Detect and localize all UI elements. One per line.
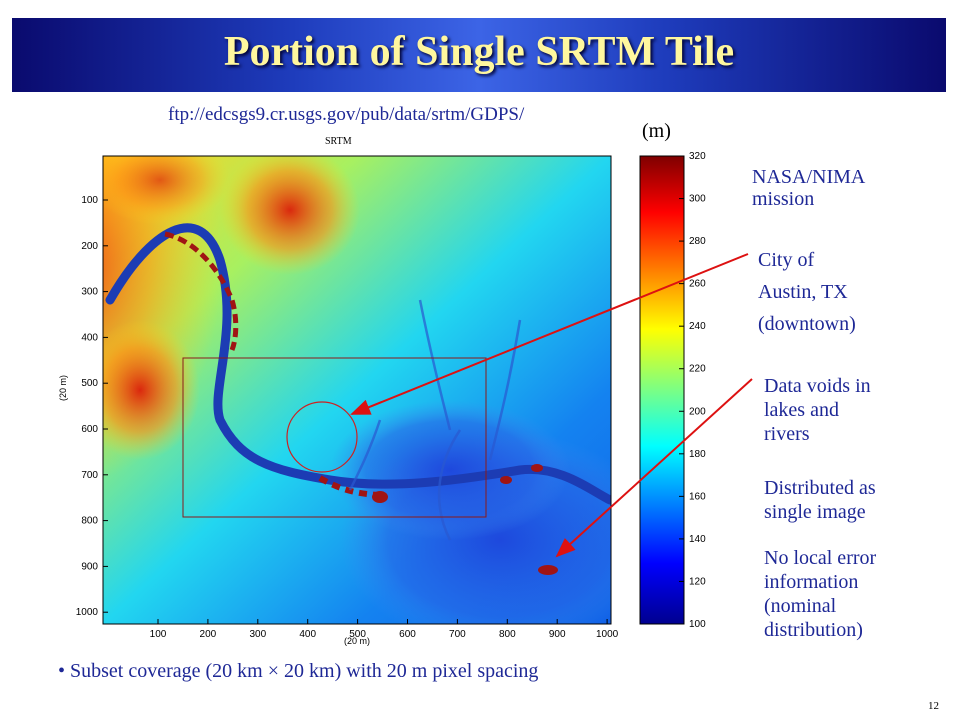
voids-line-1: Data voids in (764, 375, 871, 397)
bullet-text: Subset coverage (20 km × 20 km) with 20 … (70, 660, 539, 682)
error-line-1: No local error (764, 547, 877, 569)
x-tick-label: 800 (499, 629, 516, 640)
city-circle (286, 401, 358, 473)
slide-title: Portion of Single SRTM Tile (223, 29, 735, 75)
voids-annotation: Data voids in lakes and rivers (764, 374, 871, 446)
y-axis: 100 200 300 400 500 600 700 800 900 1000 (76, 195, 108, 618)
x-tick-label: 400 (299, 629, 316, 640)
x-tick-label: 1000 (596, 629, 619, 640)
error-annotation: No local error information (nominal dist… (764, 546, 876, 642)
mission-line-2: mission (752, 188, 815, 210)
city-line-2: Austin, TX (758, 281, 848, 303)
colorbar-tick-label: 140 (689, 534, 706, 545)
y-tick-label: 300 (81, 287, 98, 298)
voids-line-3: rivers (764, 423, 810, 445)
colorbar-unit: (m) (642, 120, 671, 142)
bullet-point: • Subset coverage (20 km × 20 km) with 2… (58, 660, 539, 682)
city-annotation: City of Austin, TX (downtown) (758, 244, 856, 340)
map-title: SRTM (325, 136, 352, 147)
colorbar-tick-label: 280 (689, 236, 706, 247)
x-tick-label: 700 (449, 629, 466, 640)
colorbar-tick-label: 320 (689, 151, 706, 162)
colorbar-tick-label: 300 (689, 194, 706, 205)
x-tick-label: 300 (249, 629, 266, 640)
subset-box (182, 357, 487, 518)
colorbar-tick-label: 260 (689, 279, 706, 290)
city-line-3: (downtown) (758, 313, 856, 335)
colorbar-tick-label: 200 (689, 406, 706, 417)
colorbar-tick-label: 220 (689, 364, 706, 375)
source-url: ftp://edcsgs9.cr.usgs.gov/pub/data/srtm/… (168, 104, 525, 125)
colorbar-tick-label: 120 (689, 576, 706, 587)
error-line-2: information (764, 571, 859, 593)
colorbar-tick-label: 100 (689, 619, 706, 630)
elevation-map (103, 156, 611, 624)
y-tick-label: 600 (81, 424, 98, 435)
x-axis-label: (20 m) (344, 636, 370, 646)
distributed-line-1: Distributed as (764, 477, 876, 499)
x-tick-label: 100 (150, 629, 167, 640)
y-tick-label: 400 (81, 332, 98, 343)
colorbar-tick-label: 160 (689, 491, 706, 502)
title-banner: Portion of Single SRTM Tile (12, 18, 946, 92)
distributed-line-2: single image (764, 501, 866, 523)
city-arrow (350, 253, 749, 415)
y-tick-label: 700 (81, 470, 98, 481)
x-tick-label: 900 (549, 629, 566, 640)
y-tick-label: 100 (81, 195, 98, 206)
y-tick-label: 1000 (76, 607, 99, 618)
y-tick-label: 800 (81, 516, 98, 527)
river-path (105, 223, 611, 505)
y-tick-label: 900 (81, 561, 98, 572)
colorbar-tick-label: 240 (689, 321, 706, 332)
x-tick-label: 600 (399, 629, 416, 640)
voids-line-2: lakes and (764, 399, 839, 421)
x-tick-label: 200 (200, 629, 217, 640)
y-tick-label: 500 (81, 378, 98, 389)
y-tick-label: 200 (81, 241, 98, 252)
distributed-annotation: Distributed as single image (764, 476, 876, 524)
voids-arrow (555, 378, 753, 558)
mission-annotation: NASA/NIMA mission (752, 166, 865, 210)
page-number: 12 (928, 700, 939, 712)
error-line-4: distribution) (764, 619, 863, 641)
mission-line-1: NASA/NIMA (752, 166, 866, 188)
y-axis-label: (20 m) (58, 375, 68, 401)
error-line-3: (nominal (764, 595, 837, 617)
city-line-1: City of (758, 249, 815, 271)
x-tick-label: 500 (349, 629, 366, 640)
x-axis: 100 200 300 400 500 600 700 800 900 1000 (150, 619, 619, 640)
colorbar (639, 155, 685, 625)
colorbar-ticks: 320 300 280 260 240 220 200 180 160 140 120 100 (679, 151, 706, 630)
colorbar-tick-label: 180 (689, 449, 706, 460)
